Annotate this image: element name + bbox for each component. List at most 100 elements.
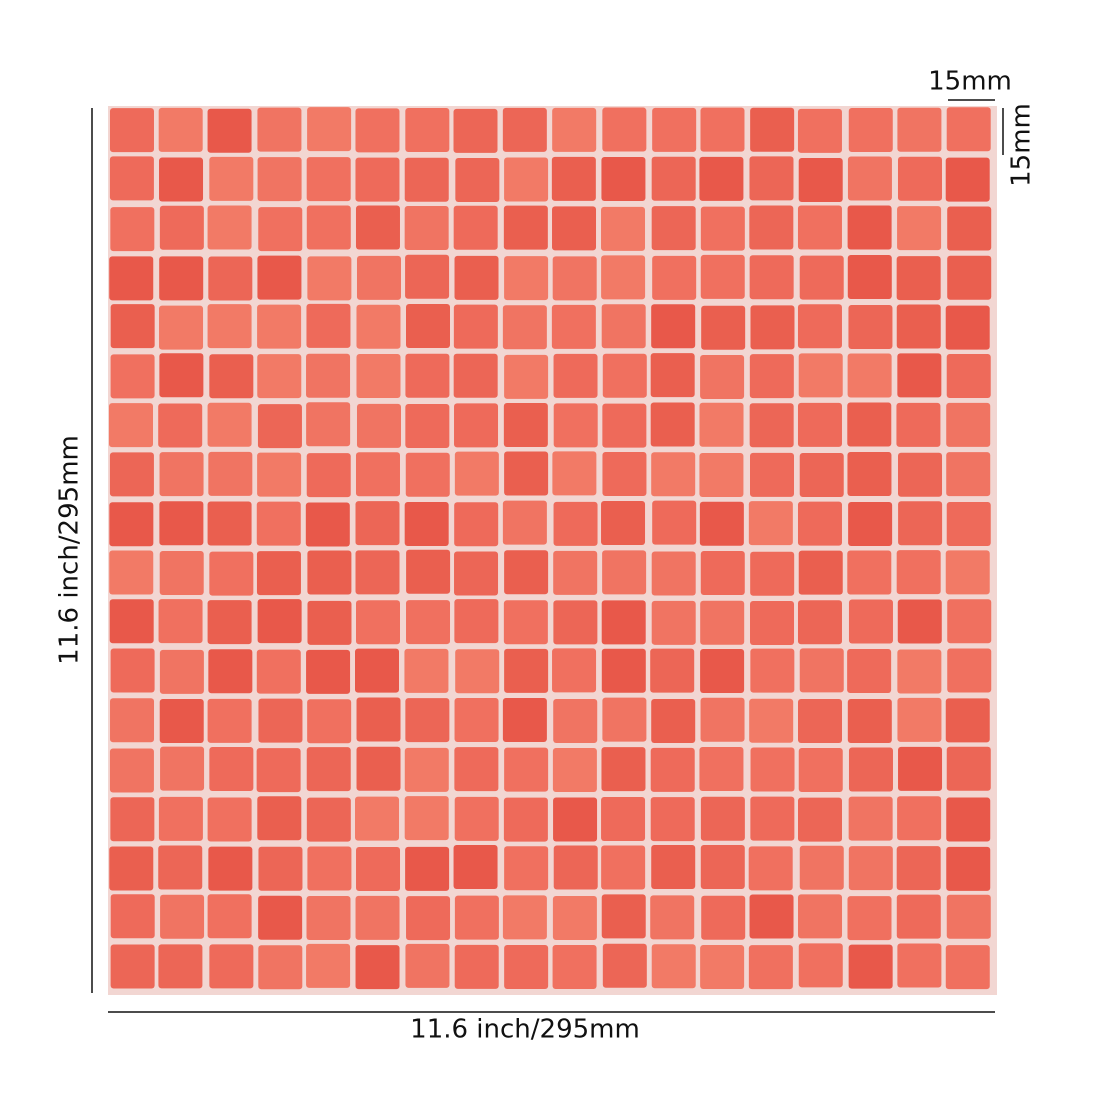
tile xyxy=(405,353,450,398)
tile xyxy=(207,797,252,842)
tile xyxy=(651,304,696,349)
tile xyxy=(700,550,745,595)
tile xyxy=(652,107,697,152)
tile xyxy=(257,599,302,644)
tile xyxy=(307,600,352,645)
tile xyxy=(896,846,941,891)
tile xyxy=(504,256,549,301)
tile xyxy=(207,501,252,546)
tile xyxy=(160,894,205,939)
tile xyxy=(406,304,451,349)
tile xyxy=(455,158,500,203)
tile xyxy=(797,600,842,645)
tile xyxy=(305,502,350,547)
tile xyxy=(700,107,745,152)
tile xyxy=(700,945,745,990)
tile xyxy=(455,649,500,694)
tile xyxy=(701,895,746,940)
tile xyxy=(652,500,697,545)
tile xyxy=(502,697,547,742)
tile xyxy=(552,107,597,152)
tile xyxy=(208,649,253,694)
tile xyxy=(109,502,154,547)
tile-height-label: 15mm xyxy=(1007,103,1037,187)
tile xyxy=(552,895,597,940)
tile xyxy=(256,551,301,596)
tile xyxy=(356,846,401,891)
tile xyxy=(504,747,549,792)
tile xyxy=(405,452,450,497)
tile xyxy=(847,353,892,398)
tile xyxy=(946,746,991,791)
tile xyxy=(109,156,154,201)
tile xyxy=(945,698,990,743)
tile xyxy=(307,699,352,744)
tile xyxy=(650,895,695,940)
tile xyxy=(797,501,842,546)
tile xyxy=(109,108,154,153)
tile xyxy=(896,304,941,349)
tile xyxy=(404,796,449,841)
tile xyxy=(109,748,154,793)
tile xyxy=(159,256,204,301)
tile xyxy=(356,354,401,399)
tile xyxy=(848,304,893,349)
tile xyxy=(553,403,598,448)
tile xyxy=(601,894,646,939)
tile xyxy=(355,945,400,990)
tile xyxy=(356,255,401,300)
tile xyxy=(847,452,892,497)
tile xyxy=(748,501,793,546)
tile xyxy=(209,944,254,989)
tile xyxy=(454,895,499,940)
tile xyxy=(405,846,450,891)
tile xyxy=(651,944,696,989)
tile-width-label: 15mm xyxy=(928,67,1012,97)
tile xyxy=(258,945,303,990)
tile xyxy=(257,107,302,152)
tile xyxy=(750,452,795,497)
tile xyxy=(110,894,155,939)
tile xyxy=(848,796,893,841)
tile xyxy=(404,502,449,547)
tile xyxy=(897,107,942,152)
sheet-height-label: 11.6 inch/295mm xyxy=(55,435,85,665)
tile xyxy=(454,747,499,792)
tile xyxy=(158,944,203,989)
tile xyxy=(355,157,400,202)
tile xyxy=(651,551,696,596)
tile xyxy=(700,697,745,742)
tile xyxy=(159,205,204,250)
tile xyxy=(848,944,893,989)
tile xyxy=(453,353,498,398)
tile xyxy=(404,648,449,693)
tile xyxy=(602,452,647,497)
tile xyxy=(207,205,252,250)
tile xyxy=(307,550,352,595)
tile xyxy=(355,452,400,497)
tile xyxy=(896,256,941,301)
tile xyxy=(454,403,499,448)
tile xyxy=(946,846,991,891)
tile xyxy=(553,845,598,890)
tile xyxy=(307,256,352,301)
tile xyxy=(257,304,302,349)
tile xyxy=(847,156,892,201)
tile xyxy=(650,402,695,447)
tile xyxy=(207,600,252,645)
tile xyxy=(405,698,450,743)
tile xyxy=(798,797,843,842)
tile xyxy=(601,648,646,693)
tile xyxy=(847,402,892,447)
tile xyxy=(453,108,498,153)
tile xyxy=(601,255,646,300)
tile xyxy=(109,550,154,595)
tile xyxy=(503,797,548,842)
tile xyxy=(356,746,401,791)
tile xyxy=(896,550,941,595)
tile xyxy=(110,797,155,842)
tile xyxy=(651,698,696,743)
tile xyxy=(553,797,598,842)
tile xyxy=(602,107,647,152)
tile xyxy=(356,403,401,448)
